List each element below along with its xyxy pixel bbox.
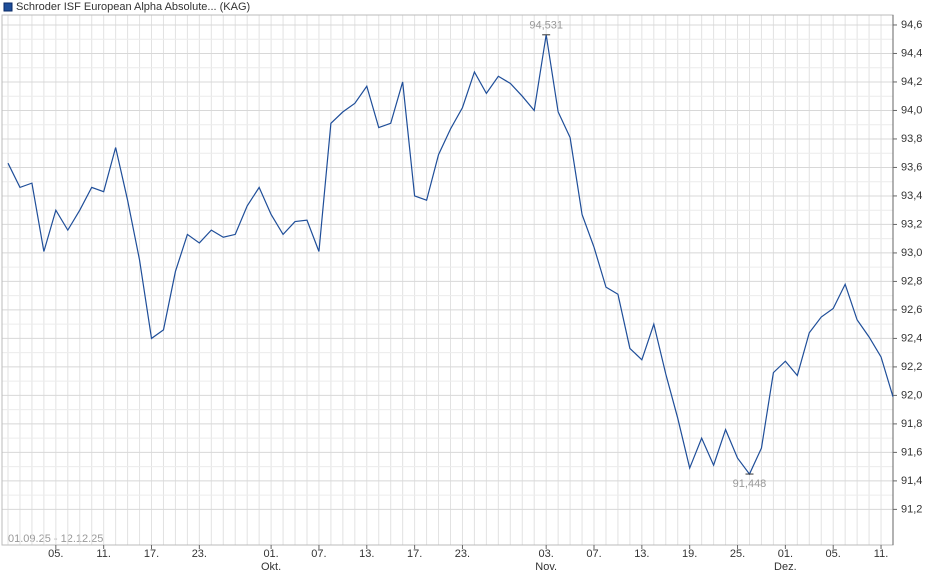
x-tick-label: 17.: [143, 548, 160, 560]
y-tick-label: 91,4: [901, 475, 922, 487]
x-tick-label: 17.: [406, 548, 423, 560]
y-tick-label: 92,8: [901, 275, 922, 287]
x-tick-label: 19.: [682, 548, 698, 560]
y-tick-label: 93,2: [901, 218, 922, 230]
x-tick-label: 25.: [729, 548, 746, 560]
plot-frame: [1, 14, 894, 546]
x-tick-label: 11.: [96, 548, 111, 560]
y-tick-label: 94,4: [901, 47, 922, 59]
x-tick-label: 23.: [454, 548, 471, 560]
value-label: 94,531: [529, 20, 563, 32]
x-tick-label: 23.: [191, 548, 207, 560]
x-tick-label: 07.: [311, 548, 327, 560]
y-tick-label: 92,4: [901, 332, 922, 344]
grid: [2, 15, 894, 545]
y-tick-label: 93,4: [901, 190, 922, 202]
y-tick-label: 94,0: [901, 104, 922, 116]
y-tick-label: 92,6: [901, 304, 922, 316]
y-tick-label: 93,0: [901, 247, 922, 259]
y-tick-label: 92,0: [901, 389, 922, 401]
x-tick-label: 03. Nov.: [535, 548, 558, 573]
y-tick-label: 91,2: [901, 503, 922, 515]
y-tick-label: 92,2: [901, 361, 922, 373]
x-tick-label: 07.: [586, 548, 602, 560]
x-tick-label: 11.: [873, 548, 889, 560]
y-tick-label: 91,8: [901, 418, 922, 430]
line-series: [7, 34, 894, 476]
x-tick-label: 13.: [359, 548, 375, 560]
legend-label: Schroder ISF European Alpha Absolute... …: [16, 1, 250, 13]
value-label: 91,448: [733, 478, 767, 490]
x-tick-label: 05.: [825, 548, 841, 560]
x-tick-label: 05.: [48, 548, 64, 560]
y-tick-label: 94,6: [901, 19, 922, 31]
y-tick-label: 93,8: [901, 133, 922, 145]
y-tick-label: 93,6: [901, 161, 922, 173]
x-tick-label: 01. Okt.: [261, 548, 282, 573]
y-tick-label: 94,2: [901, 76, 922, 88]
x-tick-label: 01. Dez.: [774, 548, 797, 573]
y-tick-label: 91,6: [901, 446, 922, 458]
legend-swatch: [3, 2, 13, 12]
x-tick-label: 13.: [634, 548, 650, 560]
